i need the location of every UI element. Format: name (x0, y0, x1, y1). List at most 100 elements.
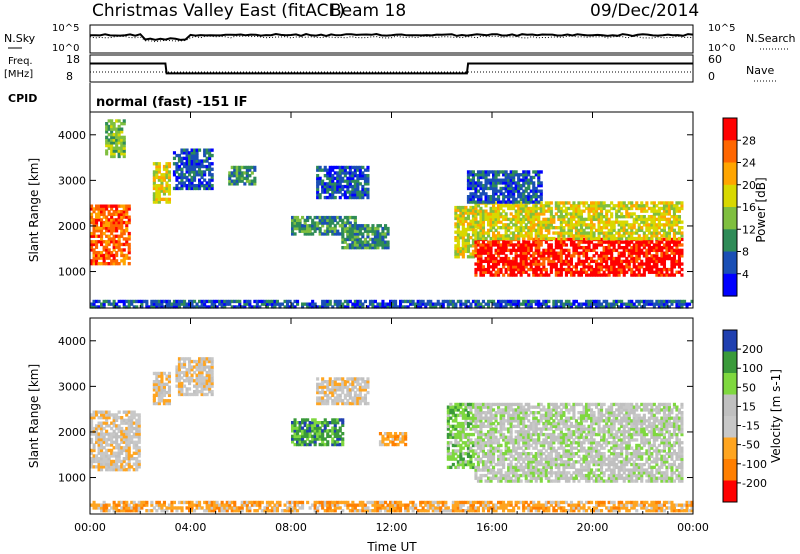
power-cell (157, 184, 161, 188)
power-cell (670, 215, 674, 219)
power-cell (351, 243, 355, 247)
velocity-cell (399, 440, 403, 444)
cpid-label: CPID (8, 92, 37, 105)
power-cell (358, 174, 362, 178)
velocity-cell (308, 440, 312, 444)
power-cell (662, 267, 667, 272)
power-cell (273, 299, 277, 304)
velocity-cell (210, 392, 214, 397)
velocity-cell (125, 451, 129, 455)
velocity-cell (449, 411, 453, 415)
power-cell (363, 176, 368, 181)
power-cell (92, 207, 96, 211)
power-cell (652, 223, 656, 227)
power-cell (97, 212, 101, 217)
power-cell (605, 248, 609, 253)
power-cell (361, 305, 365, 309)
velocity-cell (321, 429, 325, 433)
power-cell (577, 246, 581, 250)
power-cell (459, 211, 463, 215)
power-cell (635, 273, 639, 277)
power-cell (507, 265, 511, 269)
power-cell (233, 174, 237, 178)
power-cell (637, 246, 641, 250)
power-cell (665, 236, 669, 241)
power-cell (343, 195, 347, 200)
velocity-cell (157, 380, 161, 384)
power-cell (529, 305, 533, 309)
velocity-cell (338, 434, 342, 439)
power-cell (680, 243, 684, 247)
power-cell (494, 243, 498, 247)
power-cell (647, 256, 651, 261)
velocity-cell (167, 388, 172, 392)
power-cell (323, 221, 327, 225)
power-cell (519, 195, 523, 199)
power-cell (110, 251, 114, 255)
velocity-cell (318, 442, 322, 447)
power-cell (665, 243, 669, 247)
power-cell (572, 270, 576, 274)
power-cell (195, 159, 199, 163)
power-cell (667, 254, 672, 258)
power-cell (172, 156, 177, 161)
power-cell (677, 265, 682, 269)
power-cell (195, 156, 199, 161)
power-cell (306, 215, 310, 220)
power-cell (193, 159, 197, 163)
power-cell (358, 240, 362, 244)
velocity-cell (466, 421, 471, 426)
power-cell (203, 170, 207, 174)
power-cell (371, 226, 375, 231)
power-cell (630, 256, 634, 261)
power-cell (514, 200, 518, 204)
power-cell (145, 302, 149, 306)
velocity-cell (466, 460, 471, 464)
power-cell (474, 195, 478, 199)
power-cell (228, 299, 232, 304)
velocity-cell (326, 432, 330, 436)
power-cell (637, 251, 641, 255)
power-cell (122, 262, 126, 266)
power-cell (652, 256, 656, 261)
power-cell (107, 210, 111, 214)
velocity-cell (451, 419, 455, 423)
power-cell (665, 251, 669, 255)
power-cell (514, 209, 518, 213)
power-cell (662, 256, 667, 261)
power-cell (353, 184, 357, 189)
velocity-cell (117, 448, 121, 453)
power-cell (190, 186, 194, 191)
velocity-cell (391, 442, 395, 447)
power-cell (286, 299, 290, 304)
power-cell (368, 226, 373, 231)
power-cell (376, 246, 380, 250)
power-cell (291, 302, 295, 306)
power-cell (208, 164, 212, 169)
velocity-cell (208, 387, 212, 391)
power-cell (557, 243, 561, 247)
power-cell (107, 204, 111, 208)
power-cell (155, 189, 159, 193)
velocity-cell (476, 443, 481, 448)
power-cell (537, 240, 541, 244)
velocity-cell (95, 432, 99, 436)
power-cell (479, 195, 483, 199)
velocity-cell (476, 405, 481, 409)
power-cell (185, 184, 189, 188)
power-cell (273, 305, 277, 309)
velocity-cell (389, 440, 393, 444)
power-cell (597, 305, 601, 309)
velocity-cell (323, 418, 327, 422)
power-cell (652, 243, 656, 247)
power-cell (316, 226, 320, 231)
velocity-cell (102, 421, 106, 425)
power-cell (253, 176, 257, 181)
power-cell (376, 243, 380, 247)
power-cell (655, 228, 659, 233)
power-cell (318, 218, 322, 223)
power-cell (378, 224, 383, 228)
velocity-cell (476, 408, 481, 412)
power-cell (582, 259, 586, 264)
power-cell (471, 208, 476, 212)
